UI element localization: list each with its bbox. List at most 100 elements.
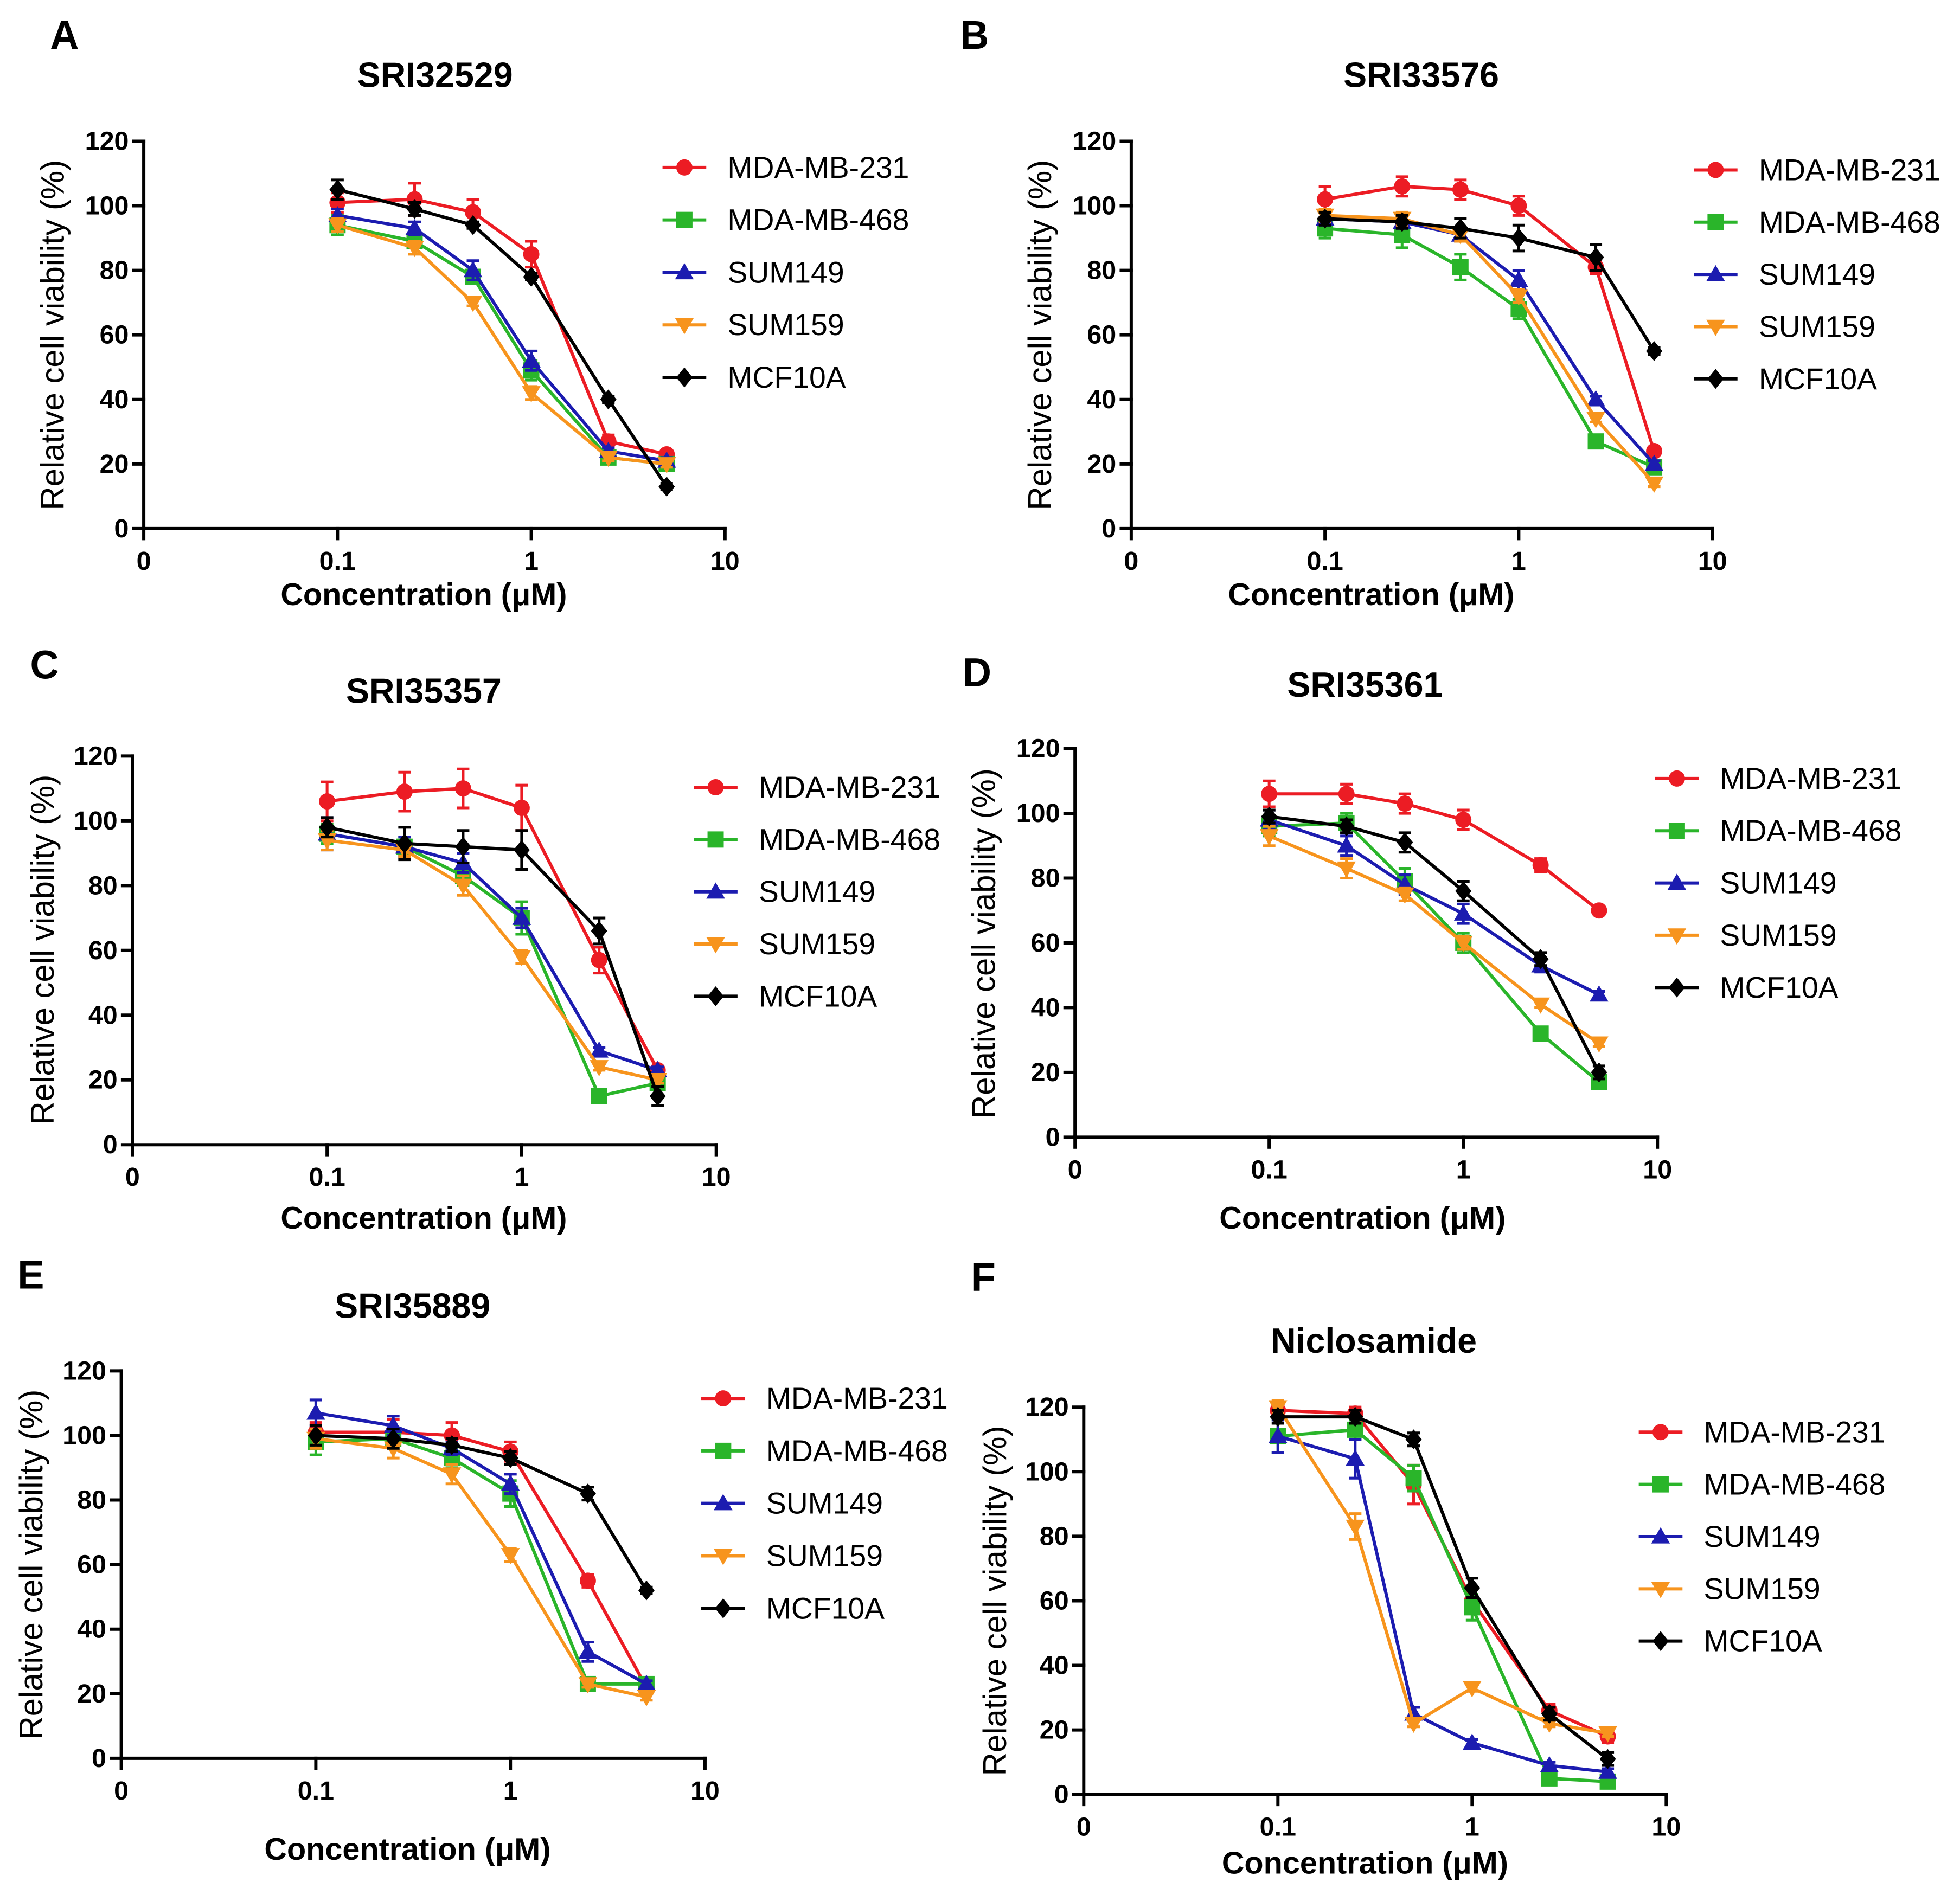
panel-letter: F	[971, 1255, 996, 1300]
series-line-mda-mb-231	[337, 197, 667, 456]
data-point-sum159	[1586, 412, 1605, 428]
y-tick-label: 100	[62, 1421, 106, 1450]
y-axis-label: Relative cell viability (%)	[34, 160, 71, 510]
series-line-mcf10a	[316, 1434, 648, 1591]
data-point-mcf10a	[1599, 1749, 1616, 1769]
data-point-sum149	[1598, 1762, 1617, 1779]
y-tick-label: 0	[114, 514, 129, 543]
legend-label: MCF10A	[727, 361, 846, 394]
legend-label: SUM159	[1720, 918, 1836, 952]
legend-label: MCF10A	[1720, 971, 1838, 1004]
legend-entry-mcf10a: MCF10A	[701, 1591, 885, 1625]
series-line-mda-mb-231	[326, 787, 659, 1071]
legend-entry-mda-mb-468: MDA-MB-468	[701, 1434, 948, 1468]
data-point-sum159	[637, 1690, 656, 1707]
data-point-mcf10a	[1646, 341, 1663, 361]
data-point-sum159	[1404, 1717, 1423, 1733]
series-line-sum149	[1269, 818, 1600, 997]
series-line-mda-mb-468	[1278, 1428, 1608, 1783]
series-line-sum159	[326, 838, 658, 1082]
legend-marker	[1652, 1424, 1669, 1441]
series-mcf10a	[319, 816, 666, 1108]
series-mda-mb-468	[1270, 1418, 1616, 1790]
y-axis-label: Relative cell viability (%)	[24, 775, 61, 1125]
x-tick-label: 10	[1651, 1813, 1681, 1842]
series-line-mcf10a	[1269, 815, 1601, 1074]
data-point-sum149	[1644, 454, 1664, 471]
y-tick-label: 100	[1072, 191, 1116, 221]
y-tick-label: 100	[85, 191, 129, 221]
y-tick-label: 60	[1040, 1586, 1069, 1615]
data-point-mcf10a	[1532, 949, 1549, 969]
legend-marker	[1706, 319, 1725, 336]
panel-letter: D	[963, 650, 991, 695]
y-tick-label: 40	[77, 1615, 106, 1644]
series-mcf10a	[329, 178, 675, 497]
series-mcf10a	[1270, 1406, 1616, 1769]
legend-label: SUM149	[759, 875, 875, 909]
data-point-sum159	[1453, 936, 1473, 953]
data-point-sum149	[1590, 985, 1609, 1002]
data-point-sum159	[1337, 861, 1356, 878]
series-line-sum149	[326, 832, 658, 1072]
series-line-mcf10a	[1324, 217, 1656, 352]
x-tick-label: 10	[702, 1162, 731, 1192]
x-tick-label: 0.1	[298, 1776, 334, 1806]
y-tick-label: 100	[1025, 1457, 1069, 1486]
x-tick-label: 1	[1456, 1155, 1471, 1184]
y-tick-label: 60	[1031, 928, 1060, 958]
data-point-sum159	[1509, 289, 1528, 306]
legend-entry-mcf10a: MCF10A	[1694, 362, 1877, 396]
x-axis-label: Concentration (μM)	[280, 577, 567, 612]
data-point-sum159	[1395, 887, 1414, 904]
legend-label: MDA-MB-231	[1759, 153, 1940, 187]
legend-entry-sum149: SUM149	[1694, 258, 1875, 291]
panel-letter: B	[960, 12, 989, 57]
legend-label: MDA-MB-231	[766, 1382, 948, 1415]
data-point-mcf10a	[396, 833, 413, 854]
series-line-mcf10a	[326, 825, 659, 1097]
data-point-sum159	[501, 1548, 520, 1565]
legend-marker	[707, 986, 724, 1006]
data-point-sum149	[648, 1061, 667, 1077]
legend-label: MDA-MB-468	[1703, 1468, 1885, 1501]
data-point-sum149	[522, 351, 541, 368]
data-point-sum149	[501, 1474, 520, 1491]
legend-label: MDA-MB-231	[1720, 762, 1901, 795]
data-point-sum149	[1540, 1756, 1559, 1772]
x-tick-label: 1	[514, 1162, 529, 1192]
legend-label: MDA-MB-231	[759, 770, 940, 804]
data-point-mda-mb-231	[1455, 812, 1472, 828]
legend-label: SUM149	[727, 255, 844, 289]
data-point-mcf10a	[329, 179, 346, 200]
series-line-mda-mb-231	[316, 1430, 648, 1688]
y-tick-label: 100	[1016, 799, 1060, 828]
y-tick-label: 0	[1101, 514, 1116, 543]
legend-marker	[676, 367, 693, 388]
data-point-sum149	[306, 1403, 325, 1420]
series-mda-mb-231	[319, 767, 666, 1078]
series-line-mcf10a	[1278, 1415, 1609, 1761]
legend-label: SUM159	[759, 927, 875, 961]
y-tick-label: 0	[103, 1130, 118, 1159]
x-tick-label: 0	[1068, 1155, 1083, 1184]
series-line-mda-mb-468	[1324, 227, 1655, 469]
data-point-mcf10a	[319, 817, 336, 838]
y-tick-label: 20	[77, 1679, 106, 1708]
series-line-mcf10a	[337, 188, 668, 488]
data-point-mda-mb-231	[1510, 197, 1527, 214]
x-axis-label: Concentration (μM)	[1219, 1201, 1506, 1236]
y-tick-label: 80	[1040, 1521, 1069, 1551]
data-point-mda-mb-468	[1405, 1470, 1422, 1487]
y-tick-label: 60	[77, 1550, 106, 1579]
y-tick-label: 80	[1031, 864, 1060, 893]
data-point-sum159	[1259, 829, 1279, 846]
data-point-sum149	[405, 219, 424, 235]
data-point-mcf10a	[600, 389, 617, 410]
legend-entry-sum149: SUM149	[694, 875, 875, 909]
legend-label: SUM159	[766, 1539, 883, 1572]
data-point-mda-mb-468	[1464, 1599, 1481, 1616]
series-sum159	[328, 217, 676, 474]
data-point-mda-mb-231	[465, 204, 482, 221]
series-line-sum159	[1324, 214, 1656, 485]
